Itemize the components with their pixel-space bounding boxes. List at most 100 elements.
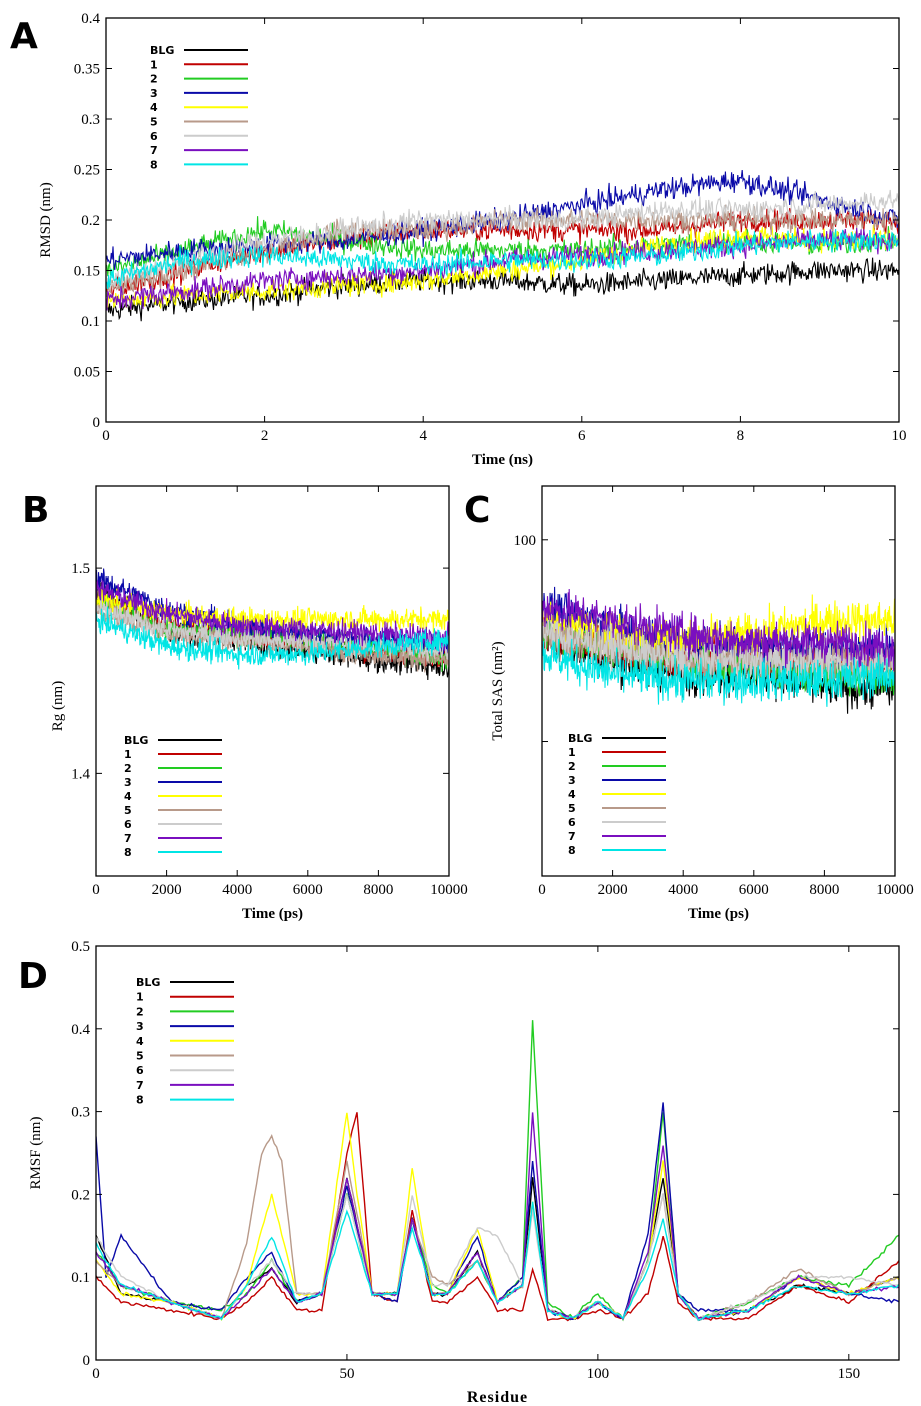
legend-entry-label: 5 (124, 804, 132, 817)
x-tick-label: 50 (339, 1366, 354, 1382)
legend-entry-label: 4 (568, 788, 576, 801)
series-line-7 (542, 588, 895, 671)
legend-entry-label: 3 (124, 776, 132, 789)
legend-entry-label: 7 (150, 144, 158, 157)
y-tick-label: 0.4 (81, 11, 100, 27)
y-tick-label: 0.3 (71, 1105, 90, 1121)
legend-entry-label: 6 (568, 816, 576, 829)
y-tick-label: 0.5 (71, 939, 90, 955)
legend-entry-label: 4 (124, 790, 132, 803)
y-axis-label: RMSF (nm) (28, 1117, 44, 1190)
panel-letter: D (18, 956, 48, 997)
legend-entry-label: 6 (150, 130, 158, 143)
x-axis-label: Time (ns) (472, 452, 533, 468)
legend-entry-label: 3 (136, 1020, 144, 1033)
plot-area (96, 568, 449, 681)
legend-entry-label: 2 (124, 762, 132, 775)
x-tick-label: 8000 (809, 882, 839, 898)
legend-entry-label: 7 (124, 832, 132, 845)
y-tick-label: 0.35 (74, 62, 100, 78)
y-tick-label: 0.25 (74, 163, 100, 179)
y-axis-label: Rg (nm) (50, 681, 66, 731)
series-line-8 (96, 1201, 899, 1321)
panel-d: D 0 50 100 150 0 0.1 0.2 0.3 0.4 0.5 Residue RMSF (n… (18, 939, 900, 1406)
panel-b: B 0 2000 4000 6000 8000 10000 1.4 1.5 Time (ps) Rg… (22, 485, 468, 922)
legend-entry-label: 5 (136, 1050, 144, 1063)
x-tick-label: 4 (419, 428, 427, 444)
legend-entry-label: 7 (568, 830, 576, 843)
legend-entry-label: 8 (150, 158, 158, 171)
y-tick-label: 0.1 (71, 1270, 90, 1286)
series-line-1 (96, 1112, 899, 1322)
x-tick-label: 6 (578, 428, 586, 444)
legend-entry-label: 8 (136, 1094, 144, 1107)
series-line-5 (96, 1134, 899, 1321)
series-line-7 (96, 1112, 899, 1321)
y-tick-label: 0.1 (81, 314, 100, 330)
series-line-8 (106, 229, 899, 290)
series-line-4 (106, 224, 899, 311)
legend-entry-label: 3 (568, 774, 576, 787)
y-tick-label: 0 (93, 415, 101, 431)
y-tick-label: 0.3 (81, 112, 100, 128)
legend-entry-label: 2 (136, 1005, 144, 1018)
legend-entry-label: 6 (136, 1064, 144, 1077)
x-tick-label: 4000 (222, 882, 252, 898)
y-tick-label: 1.5 (71, 561, 90, 577)
legend-entry-label: 1 (124, 748, 132, 761)
legend-entry-label: BLG (568, 732, 592, 745)
x-axis-label: Time (ps) (242, 906, 303, 922)
legend-entry-label: 1 (568, 746, 576, 759)
plot-frame (541, 485, 896, 877)
legend-entry-label: 4 (150, 101, 158, 114)
x-tick-label: 4000 (668, 882, 698, 898)
panel-a: A 0 2 4 6 8 10 0 0.05 0.1 0.15 0.2 0.25 0.3 0.35 0.4 Tim… (10, 11, 907, 468)
plot-area (106, 170, 899, 322)
legend-entry-label: 4 (136, 1035, 144, 1048)
legend-entry-label: 2 (568, 760, 576, 773)
x-tick-label: 8 (737, 428, 745, 444)
panel-letter: B (22, 490, 49, 531)
series-line-2 (96, 1020, 899, 1322)
series-line-7 (96, 579, 449, 651)
x-tick-label: 6000 (739, 882, 769, 898)
y-tick-label: 100 (514, 533, 537, 549)
x-tick-label: 10000 (430, 882, 468, 898)
x-tick-label: 100 (587, 1366, 610, 1382)
plot-frame (95, 945, 900, 1361)
y-tick-label: 0 (83, 1353, 91, 1369)
plot-frame (95, 485, 450, 877)
series-line-8 (96, 606, 449, 670)
x-axis-label: Time (ps) (688, 906, 749, 922)
y-tick-label: 0.2 (81, 213, 100, 229)
x-tick-label: 2000 (598, 882, 628, 898)
legend-entry-label: 5 (150, 116, 158, 129)
x-tick-label: 10000 (876, 882, 914, 898)
legend-entry-label: 5 (568, 802, 576, 815)
legend-entry-label: BLG (124, 734, 148, 747)
legend-entry-label: 7 (136, 1079, 144, 1092)
x-tick-label: 8000 (363, 882, 393, 898)
y-tick-label: 0.2 (71, 1187, 90, 1203)
legend-entry-label: 1 (136, 991, 144, 1004)
series-line-6 (106, 189, 899, 290)
series-line-6 (96, 596, 449, 662)
y-axis-label: Total SAS (nm²) (490, 641, 506, 740)
x-tick-label: 150 (838, 1366, 861, 1382)
panel-c: C 0 2000 4000 6000 8000 10000 100 Time (ps) Total… (464, 485, 914, 922)
legend-entry-label: 1 (150, 58, 158, 71)
x-tick-label: 0 (92, 1366, 100, 1382)
legend-entry-label: 8 (124, 846, 132, 859)
series-line-5 (106, 204, 899, 297)
series-line-blg (106, 257, 899, 322)
x-tick-label: 0 (102, 428, 110, 444)
panel-letter: C (464, 490, 490, 531)
y-tick-label: 1.4 (71, 766, 90, 782)
series-line-4 (96, 1112, 899, 1322)
legend-entry-label: BLG (136, 976, 160, 989)
x-tick-label: 2000 (152, 882, 182, 898)
